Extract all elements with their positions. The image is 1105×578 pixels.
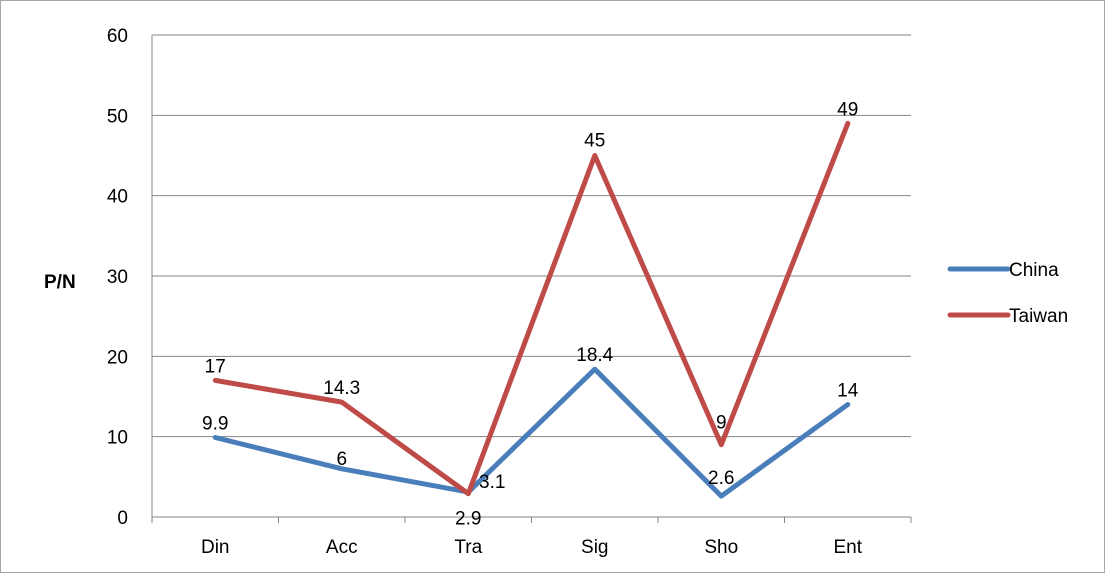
data-label: 14.3 [323, 378, 360, 399]
data-labels: 9.9 6 3.1 18.4 2.6 14 17 14.3 2.9 45 9 49 [202, 99, 859, 529]
y-tick-label: 30 [107, 267, 128, 288]
data-label: 45 [584, 131, 605, 152]
x-tick-label: Ent [833, 537, 862, 558]
data-label: 14 [837, 381, 859, 402]
y-tick-label: 60 [107, 26, 128, 47]
series-line-china [212, 366, 851, 499]
axes: 0 10 20 30 40 50 60 Din Acc Tra Sig Sho Ent [107, 26, 912, 558]
data-label: 2.9 [455, 509, 481, 530]
data-label: 18.4 [576, 345, 613, 366]
x-tick-label: Sho [704, 537, 738, 558]
y-tick-label: 10 [107, 428, 128, 449]
y-tick-label: 50 [107, 106, 128, 127]
x-tick-label: Sig [581, 537, 608, 558]
x-tick-label: Acc [326, 537, 358, 558]
y-tick-label: 40 [107, 187, 128, 208]
data-label: 17 [205, 356, 226, 377]
data-label: 9.9 [202, 413, 228, 434]
data-label: 3.1 [479, 472, 505, 493]
y-tick-label: 20 [107, 347, 128, 368]
data-label: 49 [837, 99, 858, 120]
x-tick-label: Din [201, 537, 230, 558]
legend-label: China [1009, 260, 1059, 281]
x-tick-label: Tra [454, 537, 482, 558]
gridlines [152, 34, 911, 438]
legend-label: Taiwan [1009, 306, 1068, 327]
y-axis-title: P/N [44, 272, 76, 293]
series-lines [212, 120, 851, 499]
y-tick-label: 0 [117, 508, 128, 529]
series-line-taiwan [212, 120, 851, 497]
data-label: 2.6 [708, 468, 734, 489]
data-label: 6 [336, 449, 347, 470]
legend: China Taiwan [947, 260, 1068, 327]
data-label: 9 [716, 413, 727, 434]
